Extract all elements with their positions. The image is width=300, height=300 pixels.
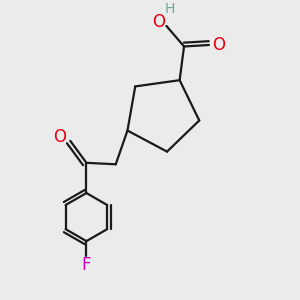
- Text: O: O: [212, 36, 225, 54]
- Text: F: F: [82, 256, 91, 274]
- Text: O: O: [152, 13, 165, 31]
- Text: H: H: [164, 2, 175, 16]
- Text: O: O: [52, 128, 66, 146]
